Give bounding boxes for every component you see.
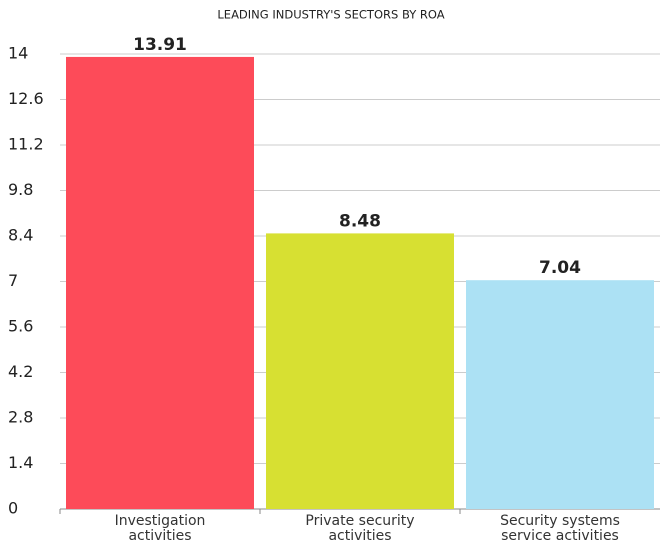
y-tick-label: 8.4 [8, 226, 33, 245]
bar [66, 56, 254, 510]
bar [266, 233, 454, 509]
value-label: 13.91 [133, 35, 187, 55]
y-tick-label: 11.2 [8, 135, 44, 154]
value-label: 8.48 [339, 211, 381, 231]
x-tick-label: Security systems service activities [500, 513, 620, 544]
value-label: 7.04 [539, 258, 581, 278]
y-tick-label: 1.4 [8, 453, 33, 472]
y-tick-label: 0 [8, 499, 18, 518]
y-tick-label: 7 [8, 271, 18, 290]
y-tick-label: 4.2 [8, 362, 33, 381]
bar [466, 280, 654, 509]
y-tick-label: 14 [8, 44, 28, 63]
y-tick-label: 9.8 [8, 180, 33, 199]
chart-title: LEADING INDUSTRY'S SECTORS BY ROA [217, 8, 444, 22]
x-tick-label: Investigation activities [114, 513, 206, 544]
x-tick-label: Private security activities [305, 513, 415, 544]
y-tick-label: 12.6 [8, 89, 44, 108]
y-tick-label: 5.6 [8, 317, 33, 336]
y-tick-label: 2.8 [8, 408, 33, 427]
